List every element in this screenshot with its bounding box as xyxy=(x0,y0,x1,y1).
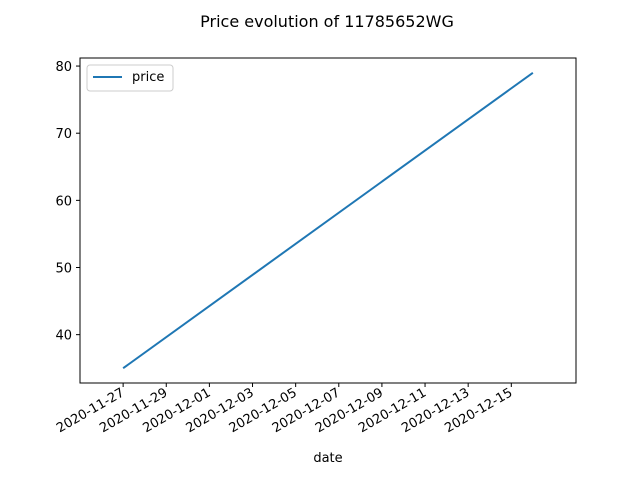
plot-area xyxy=(79,57,577,384)
y-tick-label: 50 xyxy=(55,262,72,277)
y-tick-label: 70 xyxy=(55,127,72,142)
x-axis-label: date xyxy=(313,451,342,466)
x-axis: 2020-11-272020-11-292020-12-012020-12-03… xyxy=(54,383,515,436)
legend-box xyxy=(86,64,174,92)
y-tick-label: 60 xyxy=(55,194,72,209)
y-tick-label: 40 xyxy=(55,329,72,344)
legend: price xyxy=(86,64,174,92)
chart-title: Price evolution of 11785652WG xyxy=(200,12,454,31)
series-line-price xyxy=(122,71,534,370)
y-axis: 40 50 60 70 80 xyxy=(55,60,80,344)
series-layer xyxy=(122,71,534,370)
y-tick-label: 80 xyxy=(55,60,72,75)
legend-label-price: price xyxy=(132,70,164,85)
